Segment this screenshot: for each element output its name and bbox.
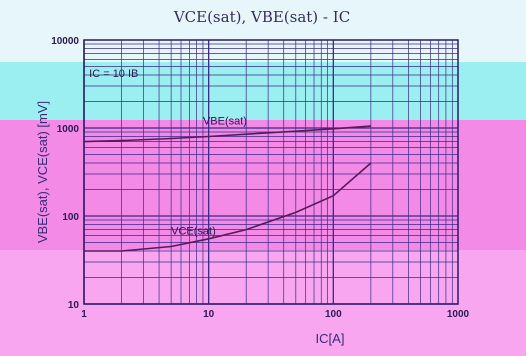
y-tick-label: 100 xyxy=(62,212,79,223)
y-axis-label: VBE(sat), VCE(sat) [mV] xyxy=(35,101,50,243)
x-tick-label: 1000 xyxy=(447,309,470,320)
annotation-label: VBE(sat) xyxy=(203,115,247,127)
y-tick-label: 10 xyxy=(68,300,80,311)
x-tick-label: 1 xyxy=(81,309,87,320)
background-band-cyan xyxy=(0,62,526,120)
series-line-vce-sat xyxy=(84,162,372,252)
grid xyxy=(83,40,458,305)
annotation-label: VCE(sat) xyxy=(171,225,216,237)
series-line-vbe-sat xyxy=(83,125,371,143)
series xyxy=(83,125,372,252)
x-ticks: 1 10 100 1000 xyxy=(81,309,469,320)
y-tick-label: 10000 xyxy=(51,36,79,47)
annotation-label: IC = 10 IB xyxy=(89,68,138,80)
background-band-pink-lower xyxy=(0,250,526,356)
annotations: IC = 10 IB VBE(sat) VCE(sat) xyxy=(89,68,247,237)
x-tick-label: 10 xyxy=(203,309,215,320)
background-band-top xyxy=(0,0,526,62)
x-tick-label: 100 xyxy=(325,309,342,320)
y-ticks: 10000 1000 100 10 xyxy=(51,36,79,311)
chart-title: VCE(sat), VBE(sat) - IC xyxy=(173,8,350,26)
x-axis-label: IC[A] xyxy=(316,331,345,346)
plot-frame xyxy=(83,39,459,305)
y-tick-label: 1000 xyxy=(57,124,80,135)
